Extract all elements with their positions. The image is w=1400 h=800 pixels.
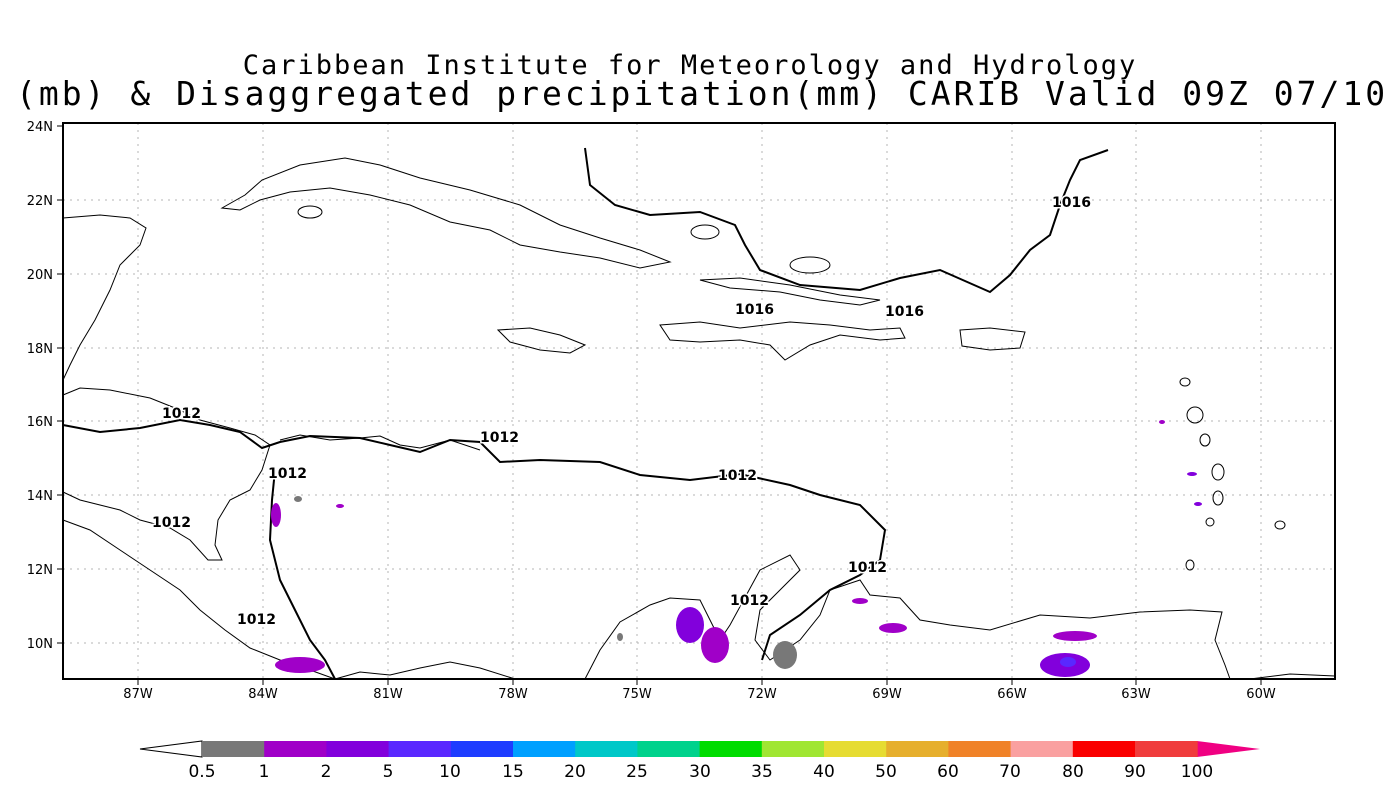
lat-tick-label: 18N <box>27 342 53 357</box>
colorbar-swatch <box>886 741 949 757</box>
latitude-axis: 10N 12N 14N 16N 18N 20N 22N 24N <box>27 120 53 652</box>
colorbar-label: 100 <box>1181 762 1213 782</box>
colorbar-upper-arrow <box>1197 741 1260 757</box>
colorbar-swatch <box>513 741 576 757</box>
lon-tick-label: 81W <box>373 687 403 702</box>
isobar-label: 1012 <box>480 430 519 446</box>
colorbar-label: 90 <box>1124 762 1146 782</box>
lon-tick-label: 78W <box>498 687 528 702</box>
isobar-label: 1012 <box>268 466 307 482</box>
colorbar-label: 5 <box>383 762 394 782</box>
lat-tick-label: 22N <box>27 194 53 209</box>
colorbar-swatch <box>575 741 638 757</box>
colorbar-swatch <box>1135 741 1198 757</box>
isobar-label: 1016 <box>735 302 774 318</box>
colorbar-label: 30 <box>689 762 711 782</box>
colorbar-swatch <box>637 741 701 757</box>
lon-tick-label: 84W <box>248 687 278 702</box>
lat-tick-label: 12N <box>27 563 53 578</box>
isobar-label: 1012 <box>848 560 887 576</box>
colorbar-swatch <box>202 741 265 757</box>
colorbar-lower-arrow <box>139 740 203 758</box>
lat-tick-label: 24N <box>27 120 53 135</box>
axis-ticks <box>57 125 1262 685</box>
lon-tick-label: 87W <box>123 687 153 702</box>
colorbar-swatch <box>824 741 887 757</box>
chart-title: Caribbean Institute for Meteorology and … <box>242 50 1138 81</box>
isobars <box>62 147 1109 680</box>
colorbar-swatch <box>761 741 825 757</box>
lat-tick-label: 14N <box>27 489 53 504</box>
lat-tick-label: 16N <box>27 415 53 430</box>
colorbar-swatch <box>948 741 1012 757</box>
map-frame <box>62 122 1336 680</box>
chart-subtitle: (mb) & Disaggregated precipitation(mm) C… <box>16 74 1400 113</box>
colorbar-label: 15 <box>502 762 524 782</box>
colorbar-label: 10 <box>439 762 461 782</box>
colorbar-swatch <box>388 741 452 757</box>
isobar-label: 1016 <box>1052 195 1091 211</box>
colorbar-swatch <box>264 741 327 757</box>
colorbar-swatch <box>699 741 763 757</box>
isobar-label: 1016 <box>885 304 924 320</box>
colorbar-label: 80 <box>1062 762 1084 782</box>
colorbar-legend: 0.5 1 2 5 10 15 20 25 30 35 40 50 60 70 … <box>139 740 1260 782</box>
isobar-label: 1012 <box>730 593 769 609</box>
coastlines <box>62 157 1336 680</box>
map-grid <box>63 123 1335 679</box>
colorbar-label: 50 <box>875 762 897 782</box>
colorbar-label: 20 <box>564 762 586 782</box>
colorbar-label: 2 <box>321 762 332 782</box>
isobar-label: 1012 <box>237 612 276 628</box>
colorbar-label: 60 <box>937 762 959 782</box>
lon-tick-label: 63W <box>1121 687 1151 702</box>
lon-tick-label: 69W <box>872 687 902 702</box>
lon-tick-label: 75W <box>622 687 652 702</box>
lat-tick-label: 20N <box>27 268 53 283</box>
isobar-labels: 1016 1016 1016 1012 1012 1012 1012 1012 … <box>151 194 1093 630</box>
colorbar-label: 35 <box>751 762 773 782</box>
colorbar-swatch <box>1072 741 1136 757</box>
isobar-label: 1012 <box>162 406 201 422</box>
colorbar-swatch <box>1010 741 1074 757</box>
colorbar-label: 25 <box>626 762 648 782</box>
isobar-label: 1012 <box>718 468 757 484</box>
colorbar-swatch <box>450 741 514 757</box>
colorbar-swatch <box>326 741 390 757</box>
colorbar-label: 0.5 <box>188 762 215 782</box>
longitude-axis: 87W 84W 81W 78W 75W 72W 69W 66W 63W 60W <box>123 687 1276 702</box>
precipitation-areas <box>271 420 1202 677</box>
isobar-label: 1012 <box>152 515 191 531</box>
lon-tick-label: 66W <box>997 687 1027 702</box>
colorbar-label: 70 <box>999 762 1021 782</box>
colorbar-label: 40 <box>813 762 835 782</box>
lon-tick-label: 72W <box>747 687 777 702</box>
lat-tick-label: 10N <box>27 637 53 652</box>
colorbar-label: 1 <box>259 762 270 782</box>
lon-tick-label: 60W <box>1246 687 1276 702</box>
